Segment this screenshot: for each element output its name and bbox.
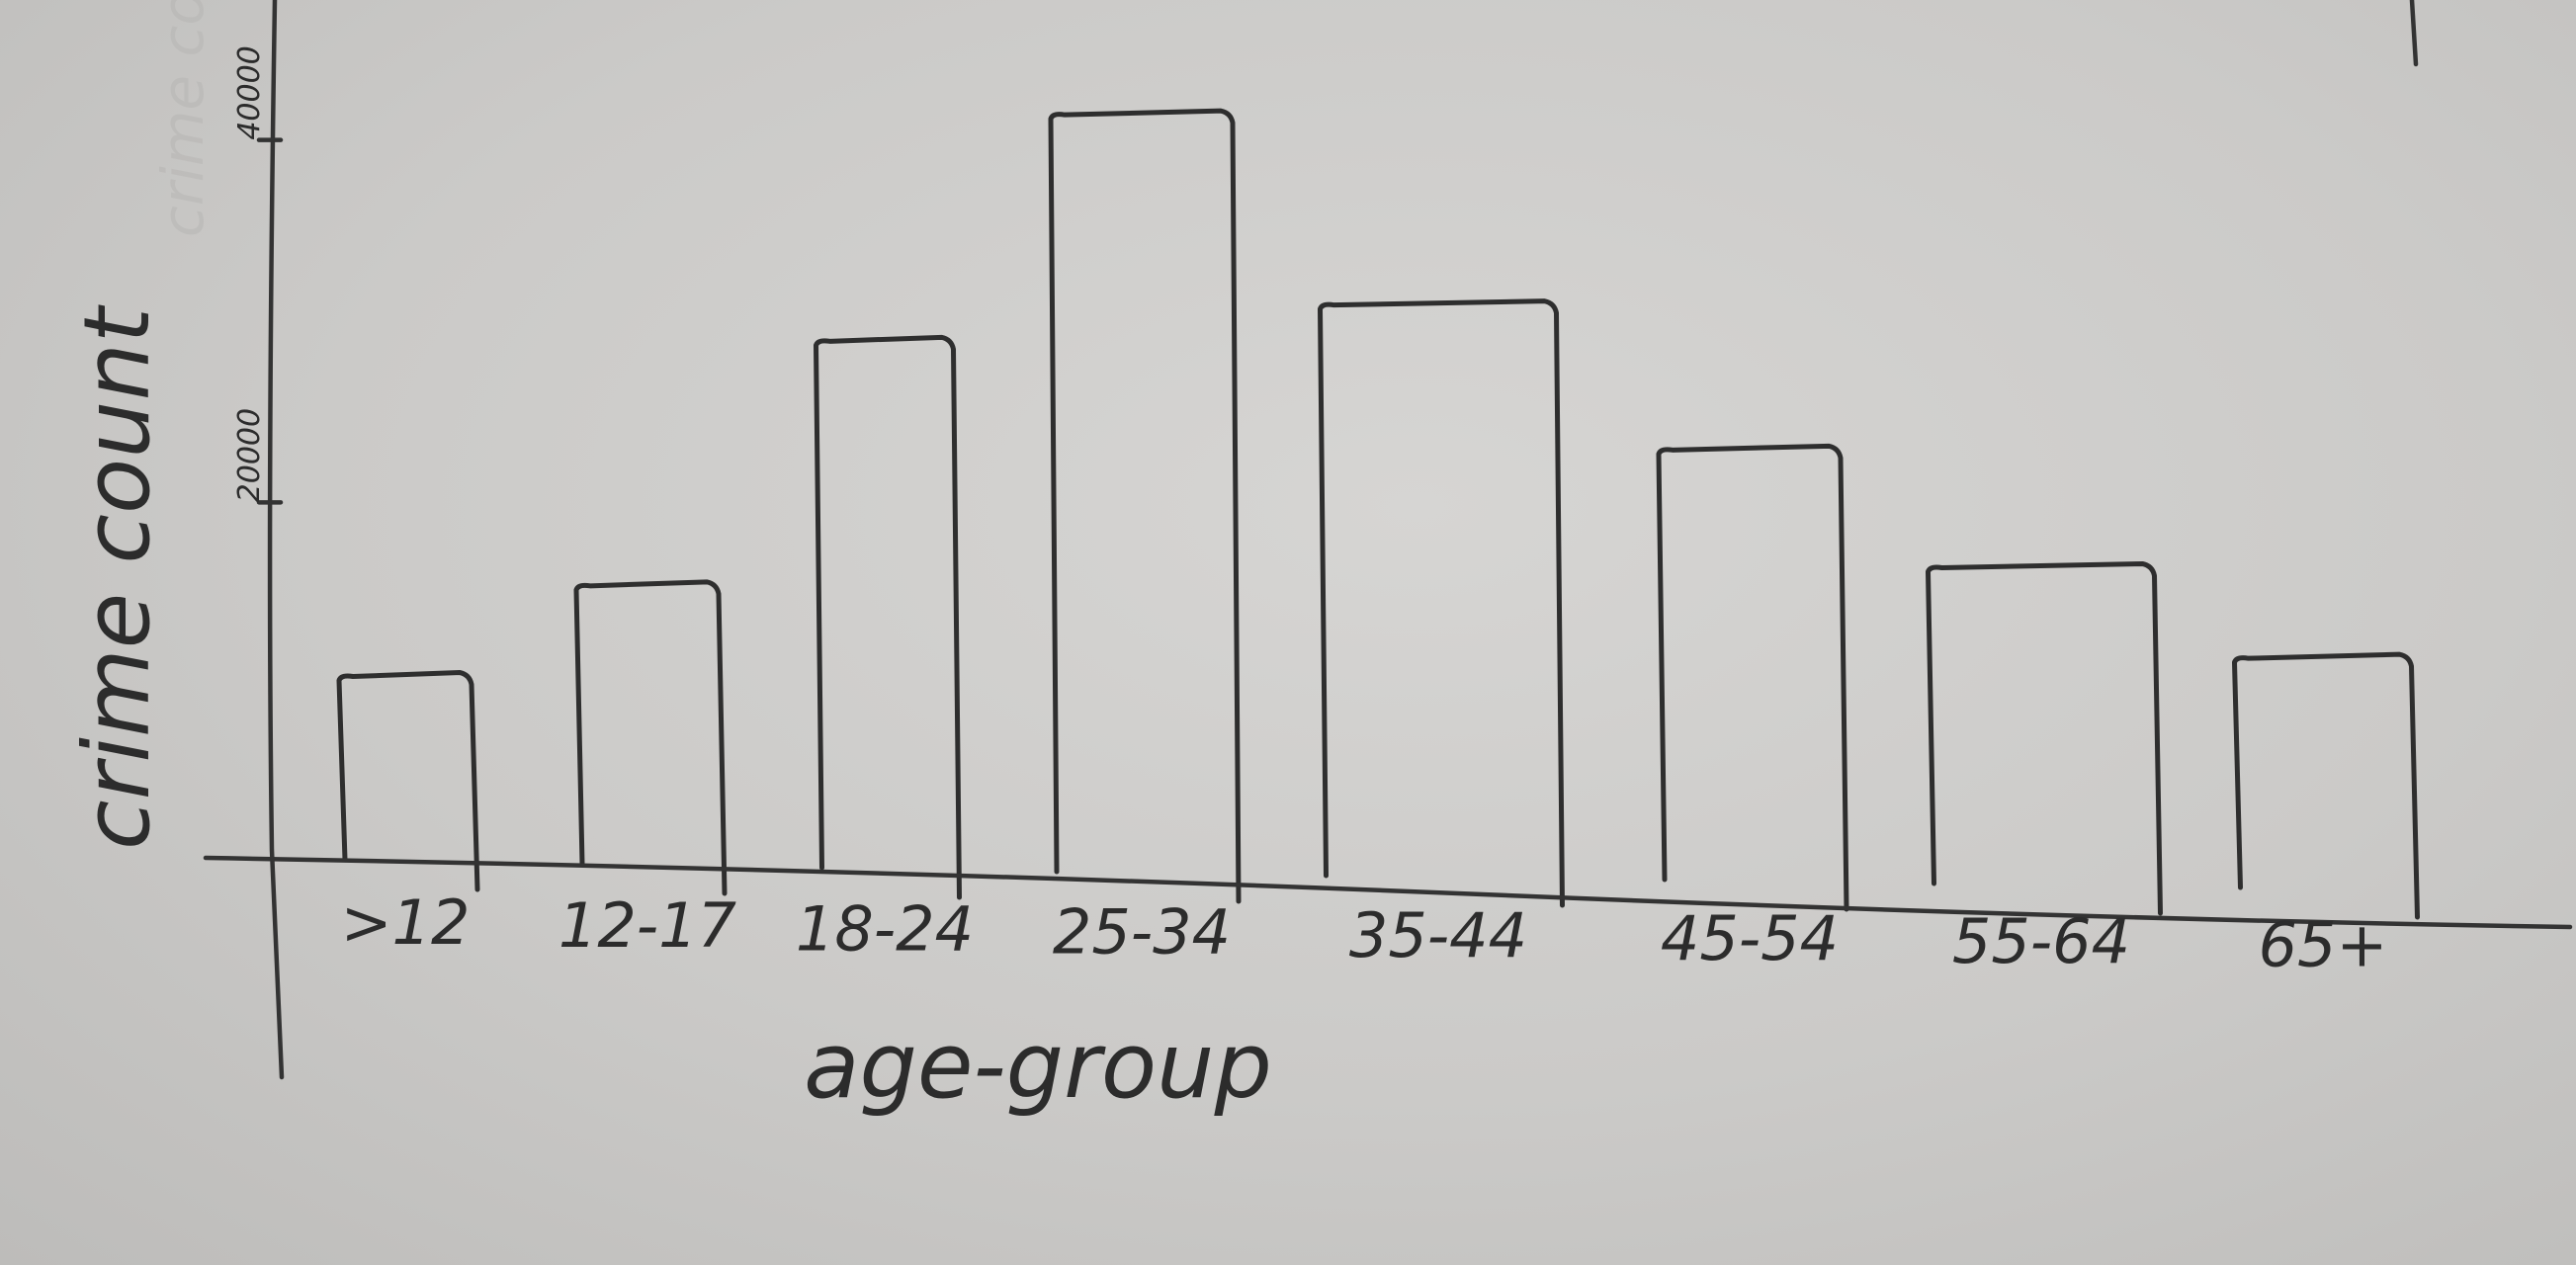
y-tick-label: 40000: [232, 45, 267, 139]
bar-65: [2232, 651, 2420, 920]
bar-12: [336, 670, 480, 892]
x-tick-label: 35-44: [1349, 899, 1527, 971]
y-axis-line: [267, 0, 285, 1080]
x-tick-label: 25-34: [1053, 896, 1231, 969]
x-tick-label: 12-17: [558, 889, 736, 962]
bar-4554: [1656, 443, 1849, 912]
x-tick-label: 65+: [2259, 908, 2388, 980]
bar-3544: [1318, 298, 1565, 908]
x-tick-label: 55-64: [1952, 905, 2130, 977]
y-tick-label: 20000: [232, 408, 267, 502]
x-axis-line: [203, 855, 2573, 930]
x-axis-label: age-group: [804, 1013, 1272, 1119]
x-tick-label: >12: [341, 886, 471, 959]
x-tick-label: 45-54: [1661, 902, 1839, 974]
x-tick-label: 18-24: [796, 892, 974, 965]
bar-2534: [1048, 108, 1242, 904]
bar-1217: [573, 579, 728, 896]
bar-5564: [1926, 561, 2163, 916]
stray-pencil-mark: [2409, 0, 2419, 67]
y-axis-label: crime count: [64, 304, 170, 850]
bar-1824: [814, 334, 962, 900]
ghost-y-axis-label: crime count: [149, 0, 216, 237]
